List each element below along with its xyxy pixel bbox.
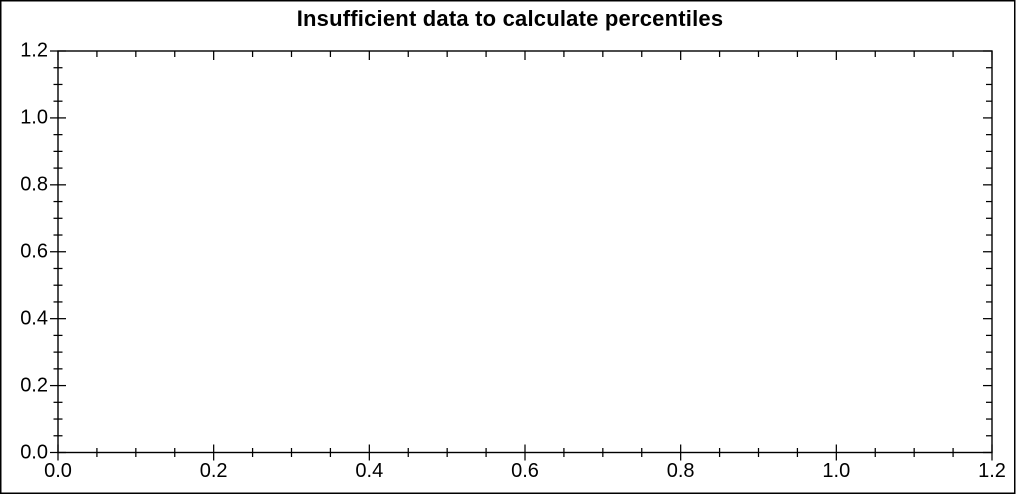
- y-tick-label: 0.6: [20, 240, 48, 263]
- y-tick-label: 0.8: [20, 173, 48, 196]
- chart-title: Insufficient data to calculate percentil…: [296, 6, 724, 31]
- x-tick-label: 0.8: [666, 460, 695, 482]
- y-tick-label: 0.2: [20, 374, 48, 397]
- x-tick-label: 1.0: [822, 460, 851, 482]
- x-tick-label: 0.2: [199, 460, 228, 482]
- tick-marks: [50, 50, 993, 461]
- x-tick-label: 1.2: [978, 460, 1006, 482]
- x-tick-label: 0.0: [44, 460, 72, 482]
- y-tick-label: 1.2: [20, 39, 48, 62]
- y-tick-label: 0.0: [20, 441, 48, 464]
- plot-frame: [57, 50, 993, 454]
- y-tick-label: 0.4: [20, 307, 48, 330]
- y-tick-label: 1.0: [20, 106, 48, 129]
- x-tick-label: 0.4: [355, 460, 384, 482]
- x-tick-label: 0.6: [511, 460, 539, 482]
